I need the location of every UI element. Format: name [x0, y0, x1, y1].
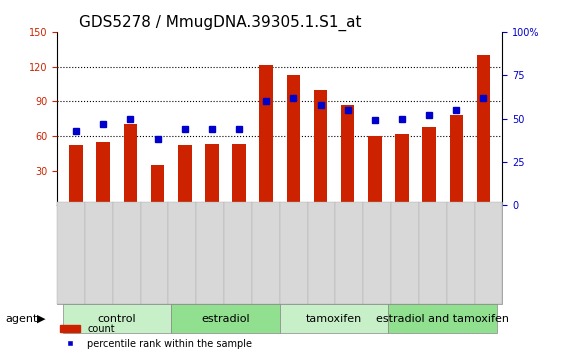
Text: GDS5278 / MmugDNA.39305.1.S1_at: GDS5278 / MmugDNA.39305.1.S1_at [79, 14, 362, 30]
Bar [259, 65, 273, 205]
Bar [69, 145, 83, 205]
Text: control: control [98, 314, 136, 324]
Bar [341, 105, 355, 205]
Bar [151, 165, 164, 205]
Bar [287, 75, 300, 205]
Bar [232, 144, 246, 205]
Text: estradiol and tamoxifen: estradiol and tamoxifen [376, 314, 509, 324]
Bar [449, 115, 463, 205]
Text: tamoxifen: tamoxifen [306, 314, 362, 324]
Text: ▶: ▶ [37, 314, 46, 324]
Bar [423, 127, 436, 205]
Text: agent: agent [6, 314, 38, 324]
Bar [178, 145, 191, 205]
Bar [477, 55, 490, 205]
Bar [395, 133, 409, 205]
Bar [96, 142, 110, 205]
Bar [205, 144, 219, 205]
Legend: count, percentile rank within the sample: count, percentile rank within the sample [57, 320, 256, 353]
Bar [313, 90, 327, 205]
Bar [368, 136, 381, 205]
Text: estradiol: estradiol [201, 314, 250, 324]
Bar [124, 124, 137, 205]
